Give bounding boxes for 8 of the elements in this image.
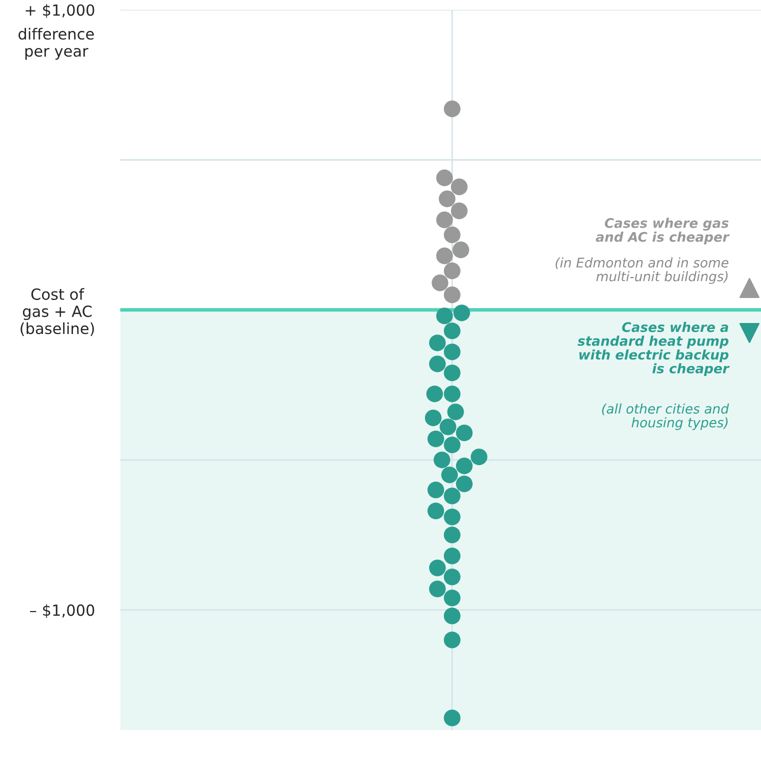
annotation: (in Edmonton and in some multi-unit buildings): [556, 257, 728, 284]
annotation: Cases where a standard heat pump with electric backup is cheaper: [578, 322, 730, 376]
y-tick-label: Cost of gas + AC (baseline): [20, 288, 94, 336]
annotation: (all other cities and housing types): [602, 404, 730, 430]
y-tick-label: + $1,000: [26, 4, 94, 18]
annotation: Cases where gas and AC is cheaper: [596, 218, 730, 244]
y-tick-label: – $1,000: [30, 604, 94, 618]
y-axis-title: difference per year: [18, 28, 94, 60]
